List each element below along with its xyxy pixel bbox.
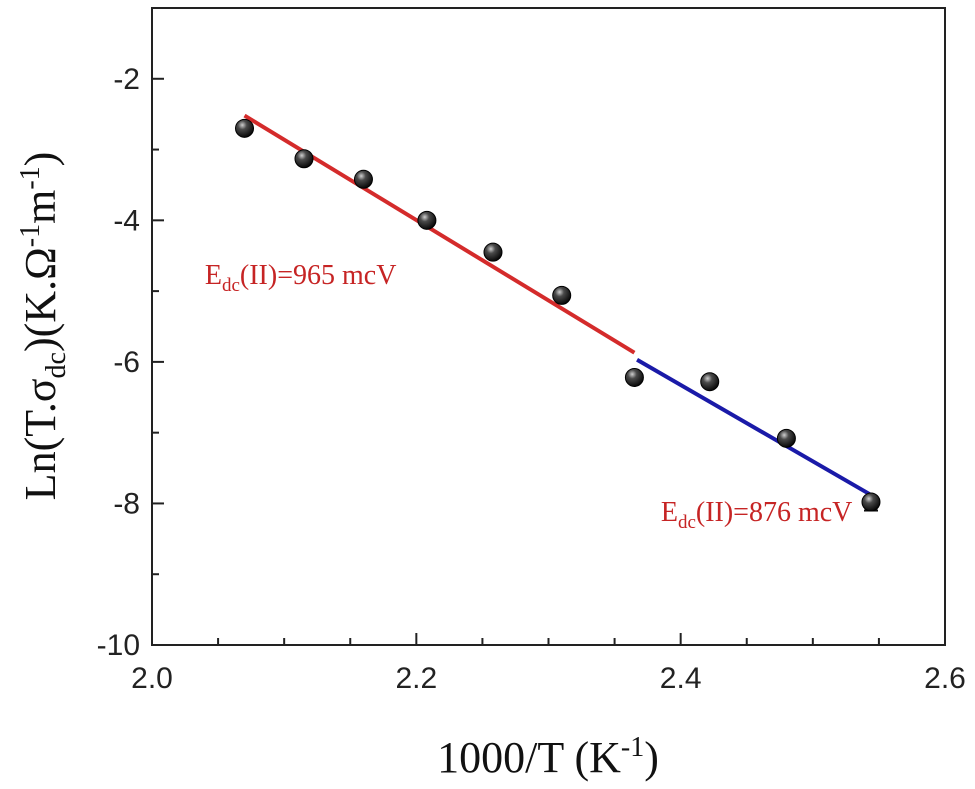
y-tick-label: -6 (113, 346, 140, 379)
fit-annotation-2: Edc(II)=876 mcV (661, 497, 853, 533)
data-point (700, 372, 720, 392)
data-point (624, 367, 644, 387)
data-point (417, 210, 437, 230)
data-point (861, 492, 881, 512)
data-point (294, 149, 314, 169)
x-tick-label: 2.0 (131, 662, 173, 695)
fit-annotation-1: Edc(II)=965 mcV (205, 260, 397, 296)
y-tick-label: -10 (97, 629, 140, 662)
x-tick-label: 2.2 (395, 662, 437, 695)
ticks: 2.0 2.2 2.4 2.6 -10 -8 -6 -4 -2 (97, 7, 966, 695)
plot-area (151, 7, 946, 646)
data-point (552, 285, 572, 305)
fit-line-2 (636, 358, 872, 497)
y-axis-title: Ln(T.σdc)(K.Ω-1m-1) (15, 152, 72, 501)
data-point (483, 242, 503, 262)
plot-frame (151, 7, 946, 646)
y-tick-label: -8 (113, 487, 140, 520)
x-tick-label: 2.4 (660, 662, 702, 695)
data-point (353, 169, 373, 189)
y-tick-label: -2 (113, 63, 140, 96)
data-points (235, 118, 881, 512)
x-tick-label: 2.6 (924, 662, 966, 695)
y-tick-label: -4 (113, 204, 140, 237)
annotations: Edc(II)=965 mcV Edc(II)=876 mcV (205, 260, 853, 533)
data-point (776, 428, 796, 448)
data-point (235, 118, 255, 138)
x-axis-title: 1000/T (K-1) (437, 732, 659, 782)
